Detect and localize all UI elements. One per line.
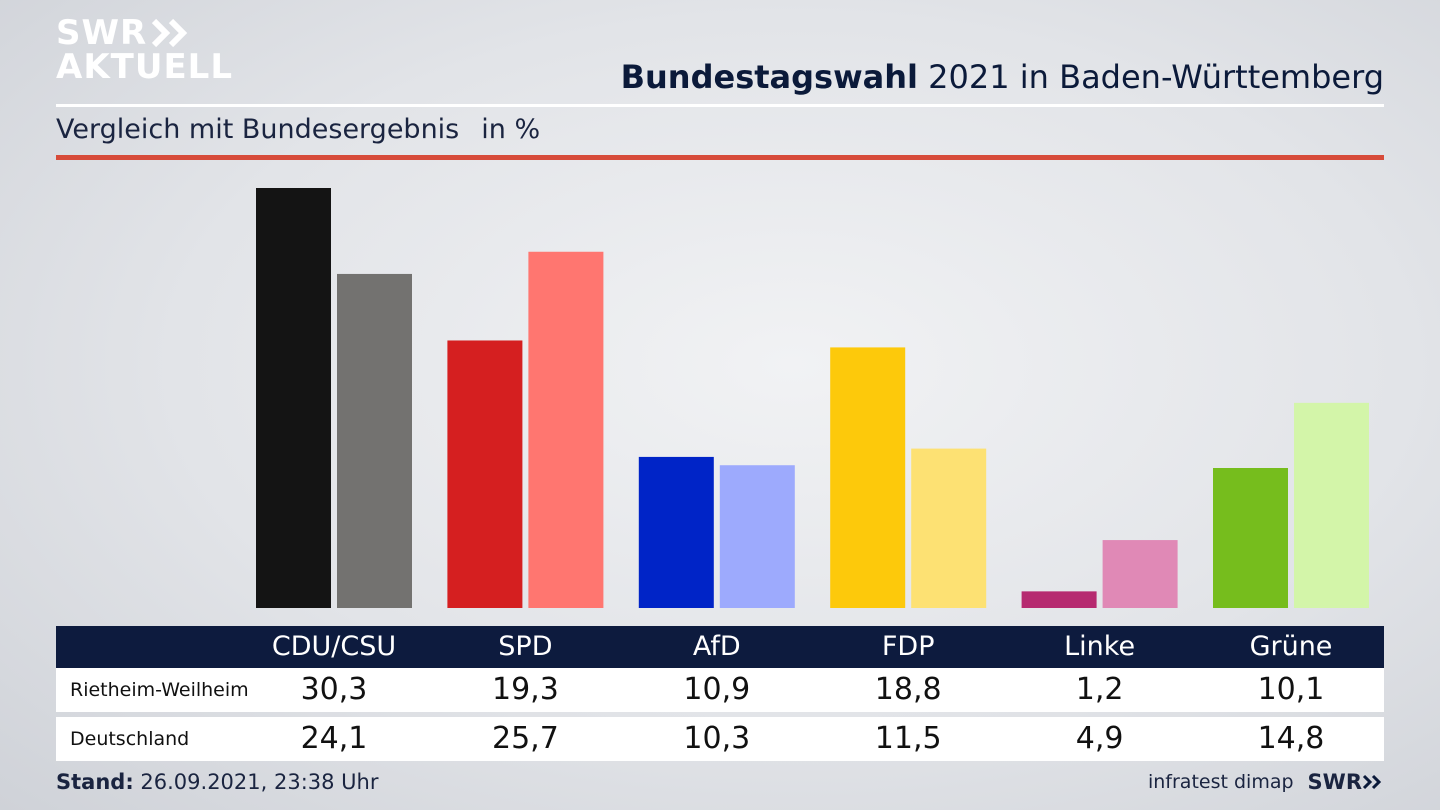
value-cell: 18,8 bbox=[874, 672, 942, 707]
value-cell: 25,7 bbox=[491, 721, 559, 756]
bar-afd-local bbox=[638, 456, 714, 608]
brand-chevrons-icon bbox=[1362, 774, 1382, 790]
source-credit: infratest dimap SWR bbox=[1148, 770, 1384, 794]
party-label-afd: AfD bbox=[692, 631, 741, 662]
stand-label: Stand: bbox=[56, 770, 134, 794]
brand-text: SWR bbox=[1307, 770, 1362, 794]
bar-chart bbox=[256, 188, 1369, 608]
subtitle-text: Vergleich mit Bundesergebnis bbox=[56, 114, 460, 145]
value-cell: 11,5 bbox=[874, 721, 942, 756]
bar-cdu-csu-local bbox=[256, 188, 331, 608]
title-divider bbox=[56, 104, 1384, 107]
value-cell: 14,8 bbox=[1257, 721, 1325, 756]
title-rest: 2021 in Baden-Württemberg bbox=[917, 58, 1384, 96]
row-label: Rietheim-Weilheim bbox=[70, 679, 249, 701]
chart-subtitle: Vergleich mit Bundesergebnis in % bbox=[56, 114, 540, 145]
party-label-gr-ne: Grüne bbox=[1249, 631, 1333, 662]
unit-label: in % bbox=[481, 114, 541, 145]
subtitle-divider bbox=[56, 155, 1384, 160]
results-table: CDU/CSU SPD AfD FDP Linke Grüne Rietheim-Weil… bbox=[56, 626, 1384, 761]
value-cell: 19,3 bbox=[491, 672, 559, 707]
source-text: infratest dimap bbox=[1147, 771, 1294, 793]
table-row-local: Rietheim-Weilheim 30,3 19,3 10,9 18,8 1,2 10,… bbox=[56, 668, 1384, 712]
value-cell: 24,1 bbox=[300, 721, 368, 756]
bar-linke-local bbox=[1021, 591, 1097, 608]
value-cell: 4,9 bbox=[1075, 721, 1124, 756]
bar-afd-national bbox=[719, 465, 795, 608]
page-title: Bundestagswahl 2021 in Baden-Württemberg bbox=[621, 58, 1384, 96]
timestamp: Stand: 26.09.2021, 23:38 Uhr bbox=[56, 770, 379, 794]
party-label-spd: SPD bbox=[498, 631, 553, 662]
logo-line2: AKTUELL bbox=[56, 47, 234, 87]
bar-linke-national bbox=[1102, 540, 1178, 608]
bar-gr-ne-national bbox=[1294, 402, 1369, 608]
swr-aktuell-logo: SWR AKTUELL bbox=[56, 16, 233, 84]
row-label: Deutschland bbox=[70, 728, 190, 750]
party-header-row: CDU/CSU SPD AfD FDP Linke Grüne bbox=[56, 626, 1384, 668]
bar-spd-national bbox=[528, 251, 604, 608]
title-bold: Bundestagswahl bbox=[620, 58, 918, 96]
bar-fdp-local bbox=[830, 347, 906, 608]
logo-chevrons-icon bbox=[152, 18, 188, 48]
value-cell: 1,2 bbox=[1075, 672, 1124, 707]
brand-logo: SWR bbox=[1308, 770, 1384, 794]
party-label-cdu-csu: CDU/CSU bbox=[271, 631, 397, 662]
table-row-national: Deutschland 24,1 25,7 10,3 11,5 4,9 14,8 bbox=[56, 717, 1384, 761]
bar-fdp-national bbox=[911, 448, 987, 608]
bar-spd-local bbox=[447, 340, 523, 608]
value-cell: 10,3 bbox=[683, 721, 751, 756]
party-label-fdp: FDP bbox=[881, 631, 935, 662]
value-cell: 30,3 bbox=[300, 672, 368, 707]
value-cell: 10,1 bbox=[1257, 672, 1325, 707]
logo-line1: SWR bbox=[56, 13, 148, 53]
bar-cdu-csu-national bbox=[337, 273, 412, 608]
value-cell: 10,9 bbox=[683, 672, 751, 707]
stand-value: 26.09.2021, 23:38 Uhr bbox=[133, 770, 379, 794]
bar-gr-ne-local bbox=[1213, 468, 1288, 608]
party-label-linke: Linke bbox=[1064, 631, 1136, 662]
